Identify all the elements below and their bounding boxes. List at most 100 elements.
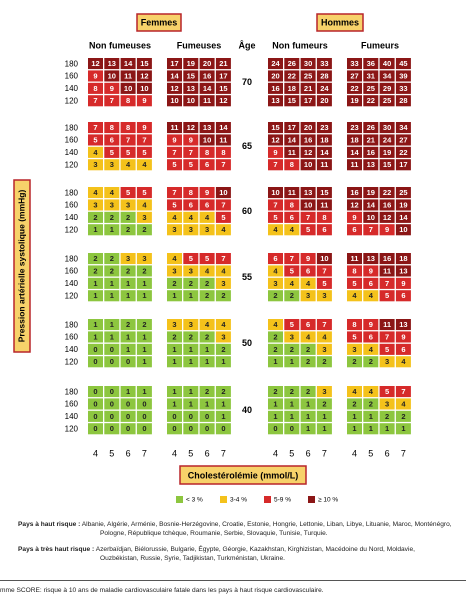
risk-value: 4 xyxy=(221,266,226,275)
risk-cell xyxy=(284,224,300,236)
risk-cell xyxy=(136,253,152,265)
age-label: 60 xyxy=(242,206,252,216)
risk-cell xyxy=(395,211,411,223)
risk-cell xyxy=(379,159,395,171)
x-tick-label: 7 xyxy=(142,448,147,458)
risk-value: 4 xyxy=(322,332,327,341)
risk-cell xyxy=(167,95,182,107)
risk-value: 4 xyxy=(401,399,406,408)
risk-cell xyxy=(347,211,362,223)
risk-value: 5 xyxy=(273,213,277,222)
risk-cell xyxy=(316,70,332,82)
risk-value: 1 xyxy=(142,291,146,300)
risk-cell xyxy=(88,319,103,331)
risk-value: 2 xyxy=(352,357,356,366)
risk-cell xyxy=(183,410,199,422)
risk-cell xyxy=(300,265,316,277)
risk-cell xyxy=(167,356,182,368)
legend-label: < 3 % xyxy=(186,497,203,504)
risk-cell xyxy=(120,122,136,134)
risk-value: 2 xyxy=(126,320,130,329)
sbp-label: 180 xyxy=(65,254,79,263)
risk-cell xyxy=(88,331,103,343)
risk-cell xyxy=(379,187,395,199)
risk-cell xyxy=(136,159,152,171)
risk-value: 1 xyxy=(273,412,277,421)
panel-header: Fumeurs xyxy=(361,40,399,50)
risk-cell xyxy=(88,122,103,134)
risk-cell xyxy=(88,253,103,265)
risk-cell xyxy=(167,343,182,355)
risk-value: 15 xyxy=(219,84,227,93)
risk-cell xyxy=(395,134,411,146)
risk-value: 10 xyxy=(108,71,116,80)
sbp-label: 160 xyxy=(65,136,79,145)
risk-cell xyxy=(284,159,300,171)
risk-value: 25 xyxy=(399,188,407,197)
risk-cell xyxy=(363,187,379,199)
risk-cell xyxy=(120,386,136,398)
risk-cell xyxy=(363,95,379,107)
risk-value: 0 xyxy=(110,412,114,421)
risk-cell xyxy=(363,265,379,277)
risk-cell xyxy=(136,319,152,331)
risk-cell xyxy=(120,356,136,368)
risk-value: 2 xyxy=(273,332,277,341)
risk-cell xyxy=(395,331,411,343)
legend-swatch xyxy=(220,496,227,503)
risk-cell xyxy=(136,187,152,199)
risk-cell xyxy=(379,95,395,107)
risk-cell xyxy=(199,146,215,158)
risk-value: 1 xyxy=(126,279,130,288)
x-tick-label: 4 xyxy=(273,448,278,458)
risk-cell xyxy=(363,82,379,94)
risk-cell xyxy=(284,122,300,134)
risk-cell xyxy=(268,134,283,146)
risk-value: 1 xyxy=(205,357,209,366)
legend-label: 5-9 % xyxy=(274,497,291,504)
risk-value: 11 xyxy=(203,96,211,105)
risk-cell xyxy=(379,356,395,368)
risk-value: 5 xyxy=(205,254,209,263)
risk-cell xyxy=(199,159,215,171)
risk-cell xyxy=(183,122,199,134)
risk-cell xyxy=(363,211,379,223)
risk-value: 3 xyxy=(110,200,114,209)
risk-value: 3 xyxy=(273,279,277,288)
risk-cell xyxy=(379,319,395,331)
risk-value: 5 xyxy=(322,279,326,288)
risk-cell xyxy=(199,187,215,199)
risk-cell xyxy=(363,356,379,368)
risk-cell xyxy=(120,211,136,223)
risk-cell xyxy=(104,224,120,236)
risk-cell xyxy=(395,423,411,435)
legend-label: 3-4 % xyxy=(230,497,247,504)
risk-cell xyxy=(104,356,120,368)
risk-value: 15 xyxy=(187,71,195,80)
risk-cell xyxy=(104,187,120,199)
risk-cell xyxy=(347,343,362,355)
risk-cell xyxy=(104,398,120,410)
risk-value: 13 xyxy=(367,254,375,263)
risk-cell xyxy=(363,70,379,82)
risk-cell xyxy=(316,423,332,435)
risk-cell xyxy=(167,134,182,146)
risk-cell xyxy=(183,386,199,398)
risk-cell xyxy=(120,398,136,410)
risk-cell xyxy=(167,82,182,94)
men-header: Hommes xyxy=(321,17,359,27)
risk-cell xyxy=(215,146,231,158)
risk-value: 21 xyxy=(219,59,227,68)
risk-cell xyxy=(199,343,215,355)
risk-cell xyxy=(183,290,199,302)
risk-value: 6 xyxy=(306,266,310,275)
risk-cell xyxy=(268,423,283,435)
risk-value: 9 xyxy=(306,254,310,263)
risk-value: 14 xyxy=(367,200,376,209)
y-axis-label: Pression artérielle systolique (mmHg) xyxy=(16,190,26,343)
risk-value: 4 xyxy=(205,320,210,329)
risk-value: 28 xyxy=(320,71,328,80)
sbp-label: 140 xyxy=(65,279,79,288)
risk-cell xyxy=(268,146,283,158)
risk-value: 0 xyxy=(93,412,97,421)
